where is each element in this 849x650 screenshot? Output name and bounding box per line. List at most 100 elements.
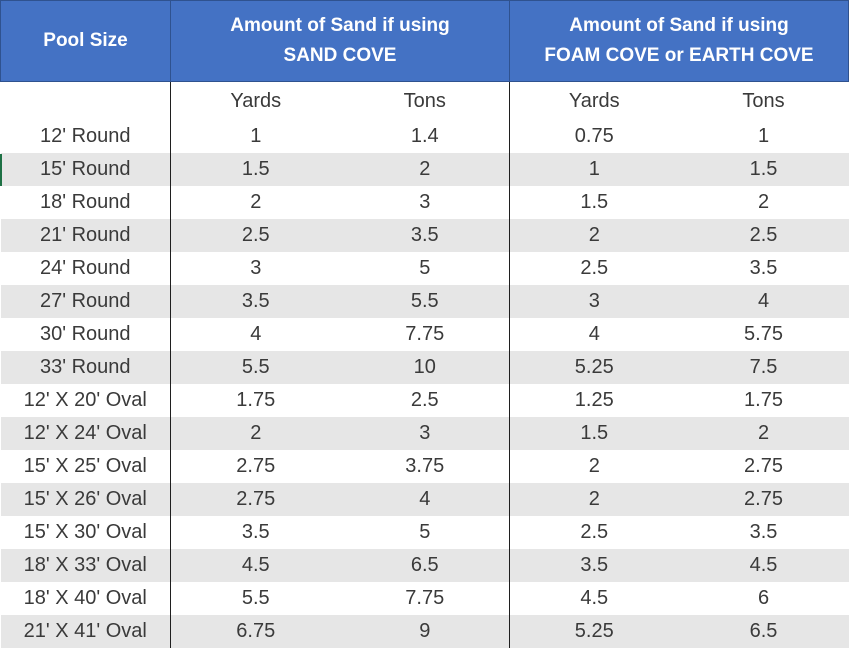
foam-yards-cell: 5.25 <box>509 615 679 648</box>
units-yards-sand: Yards <box>170 81 341 120</box>
pool-size-cell: 27' Round <box>0 285 171 318</box>
pool-size-header-label: Pool Size <box>43 30 128 51</box>
sand-tons-cell: 4 <box>340 483 510 516</box>
sand-yards-cell: 3.5 <box>170 285 341 318</box>
foam-yards-cell: 2 <box>509 219 679 252</box>
foam-yards-cell: 1.5 <box>509 417 679 450</box>
sand-yards-cell: 1.5 <box>170 153 341 186</box>
cell-selection-marker <box>0 154 2 186</box>
foam-tons-cell: 2.75 <box>678 450 849 483</box>
table-row: 24' Round 3 5 2.5 3.5 <box>0 252 849 285</box>
foam-yards-cell: 1.25 <box>509 384 679 417</box>
foam-tons-cell: 4.5 <box>678 549 849 582</box>
pool-size-cell: 33' Round <box>0 351 171 384</box>
sand-cove-header: Amount of Sand if using SAND COVE <box>170 0 510 82</box>
sand-yards-cell: 5.5 <box>170 582 341 615</box>
sand-tons-cell: 3.5 <box>340 219 510 252</box>
foam-tons-cell: 6 <box>678 582 849 615</box>
units-blank-cell <box>0 81 171 120</box>
sand-yards-cell: 5.5 <box>170 351 341 384</box>
sand-yards-cell: 2.5 <box>170 219 341 252</box>
foam-cove-header-line2: FOAM COVE or EARTH COVE <box>544 45 814 66</box>
table-row: 15' X 26' Oval 2.75 4 2 2.75 <box>0 483 849 516</box>
sand-yards-cell: 3 <box>170 252 341 285</box>
foam-yards-cell: 3 <box>509 285 679 318</box>
sand-yards-cell: 2 <box>170 186 341 219</box>
sand-tons-cell: 1.4 <box>340 120 510 153</box>
table-row: 15' X 25' Oval 2.75 3.75 2 2.75 <box>0 450 849 483</box>
sand-tons-cell: 7.75 <box>340 318 510 351</box>
pool-size-cell: 15' X 26' Oval <box>0 483 171 516</box>
table-row: 21' X 41' Oval 6.75 9 5.25 6.5 <box>0 615 849 648</box>
table-row: 12' X 24' Oval 2 3 1.5 2 <box>0 417 849 450</box>
sand-yards-cell: 2.75 <box>170 450 341 483</box>
sand-yards-cell: 6.75 <box>170 615 341 648</box>
units-yards-foam: Yards <box>509 81 679 120</box>
pool-size-cell: 24' Round <box>0 252 171 285</box>
foam-tons-cell: 1 <box>678 120 849 153</box>
table-row: 15' Round 1.5 2 1 1.5 <box>0 153 849 186</box>
header-row: Pool Size Amount of Sand if using SAND C… <box>0 0 849 82</box>
sand-yards-cell: 4 <box>170 318 341 351</box>
foam-tons-cell: 6.5 <box>678 615 849 648</box>
sand-tons-cell: 5.5 <box>340 285 510 318</box>
table-row: 30' Round 4 7.75 4 5.75 <box>0 318 849 351</box>
table-row: 18' X 33' Oval 4.5 6.5 3.5 4.5 <box>0 549 849 582</box>
foam-yards-cell: 2.5 <box>509 516 679 549</box>
foam-yards-cell: 4 <box>509 318 679 351</box>
pool-size-cell: 18' Round <box>0 186 171 219</box>
table-row: 21' Round 2.5 3.5 2 2.5 <box>0 219 849 252</box>
foam-tons-cell: 1.75 <box>678 384 849 417</box>
sand-tons-cell: 2 <box>340 153 510 186</box>
sand-tons-cell: 3.75 <box>340 450 510 483</box>
units-row: Yards Tons Yards Tons <box>0 81 849 120</box>
pool-size-cell: 15' X 25' Oval <box>0 450 171 483</box>
pool-size-cell: 21' Round <box>0 219 171 252</box>
foam-tons-cell: 2.75 <box>678 483 849 516</box>
table-row: 18' Round 2 3 1.5 2 <box>0 186 849 219</box>
sand-yards-cell: 4.5 <box>170 549 341 582</box>
foam-tons-cell: 3.5 <box>678 252 849 285</box>
sand-yards-cell: 1.75 <box>170 384 341 417</box>
pool-size-cell: 12' X 24' Oval <box>0 417 171 450</box>
foam-yards-cell: 4.5 <box>509 582 679 615</box>
pool-size-header: Pool Size <box>0 0 171 82</box>
sand-cove-header-line2: SAND COVE <box>283 45 397 66</box>
sand-tons-cell: 10 <box>340 351 510 384</box>
table-row: 27' Round 3.5 5.5 3 4 <box>0 285 849 318</box>
sand-tons-cell: 5 <box>340 252 510 285</box>
sand-yards-cell: 2.75 <box>170 483 341 516</box>
pool-size-cell: 12' X 20' Oval <box>0 384 171 417</box>
foam-tons-cell: 3.5 <box>678 516 849 549</box>
sand-yards-cell: 1 <box>170 120 341 153</box>
pool-size-cell: 18' X 33' Oval <box>0 549 171 582</box>
foam-tons-cell: 7.5 <box>678 351 849 384</box>
units-tons-foam: Tons <box>678 81 849 120</box>
foam-tons-cell: 2 <box>678 417 849 450</box>
sand-tons-cell: 6.5 <box>340 549 510 582</box>
table-row: 12' Round 1 1.4 0.75 1 <box>0 120 849 153</box>
foam-yards-cell: 1 <box>509 153 679 186</box>
foam-tons-cell: 1.5 <box>678 153 849 186</box>
sand-tons-cell: 3 <box>340 417 510 450</box>
foam-cove-header-line1: Amount of Sand if using <box>569 15 789 36</box>
sand-tons-cell: 3 <box>340 186 510 219</box>
foam-tons-cell: 5.75 <box>678 318 849 351</box>
pool-size-cell: 18' X 40' Oval <box>0 582 171 615</box>
foam-yards-cell: 2 <box>509 450 679 483</box>
sand-tons-cell: 7.75 <box>340 582 510 615</box>
foam-yards-cell: 2 <box>509 483 679 516</box>
pool-size-cell: 15' X 30' Oval <box>0 516 171 549</box>
foam-yards-cell: 5.25 <box>509 351 679 384</box>
sand-tons-cell: 5 <box>340 516 510 549</box>
pool-size-cell: 12' Round <box>0 120 171 153</box>
foam-tons-cell: 4 <box>678 285 849 318</box>
table-row: 12' X 20' Oval 1.75 2.5 1.25 1.75 <box>0 384 849 417</box>
table-row: 15' X 30' Oval 3.5 5 2.5 3.5 <box>0 516 849 549</box>
sand-yards-cell: 2 <box>170 417 341 450</box>
units-tons-sand: Tons <box>340 81 510 120</box>
sand-cove-header-line1: Amount of Sand if using <box>230 15 450 36</box>
sand-yards-cell: 3.5 <box>170 516 341 549</box>
table-row: 33' Round 5.5 10 5.25 7.5 <box>0 351 849 384</box>
